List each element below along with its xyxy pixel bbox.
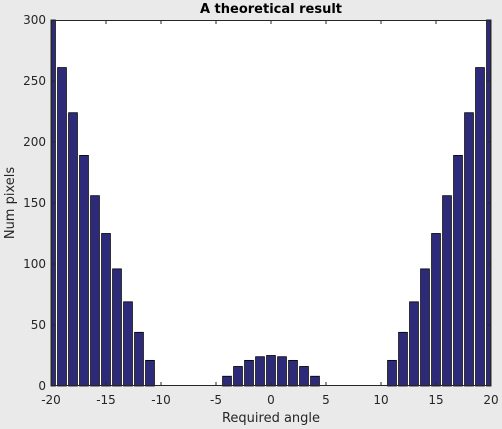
y-ticks: 0 50 100 150 200 250 300 (23, 13, 491, 393)
x-tick-label: -10 (151, 393, 171, 407)
bar (310, 375, 320, 387)
chart-title: A theoretical result (200, 2, 342, 17)
x-tick-label: 5 (322, 393, 330, 407)
x-tick-label: -5 (210, 393, 222, 407)
bar (101, 233, 111, 387)
axes-box (51, 20, 491, 386)
bar (409, 301, 419, 387)
y-tick-label: 50 (31, 318, 46, 332)
y-tick-label: 300 (23, 13, 46, 27)
bar (134, 331, 144, 387)
bar (123, 301, 133, 387)
bar (112, 268, 122, 387)
x-tick-label: 10 (373, 393, 388, 407)
x-tick-label: -20 (41, 393, 61, 407)
bar (475, 67, 485, 387)
y-tick-label: 200 (23, 135, 46, 149)
bar (145, 359, 155, 387)
x-ticks: -20 -15 -10 -5 0 5 10 15 20 (41, 20, 499, 407)
x-axis-label: Required angle (222, 411, 320, 426)
y-tick-label: 250 (23, 74, 46, 88)
bar (299, 366, 309, 387)
bar (464, 112, 474, 387)
y-tick-label: 150 (23, 196, 46, 210)
y-tick-label: 0 (38, 379, 46, 393)
y-axis-label: Num pixels (3, 167, 18, 240)
bar (255, 356, 265, 387)
bar (266, 355, 276, 387)
bar (57, 67, 67, 387)
bar (68, 112, 78, 387)
x-tick-label: 15 (428, 393, 443, 407)
bar (431, 233, 441, 387)
bar (398, 331, 408, 387)
x-tick-label: -15 (96, 393, 116, 407)
bar (442, 195, 452, 387)
bar (453, 155, 463, 387)
bar (288, 359, 298, 387)
x-tick-label: 20 (483, 393, 498, 407)
bar (90, 195, 100, 387)
y-tick-label: 100 (23, 257, 46, 271)
bar (222, 375, 232, 387)
bar (233, 366, 243, 387)
bar (387, 359, 397, 387)
bar (244, 359, 254, 387)
bar (420, 268, 430, 387)
bar (79, 155, 89, 387)
x-tick-label: 0 (267, 393, 275, 407)
bar (277, 356, 287, 387)
